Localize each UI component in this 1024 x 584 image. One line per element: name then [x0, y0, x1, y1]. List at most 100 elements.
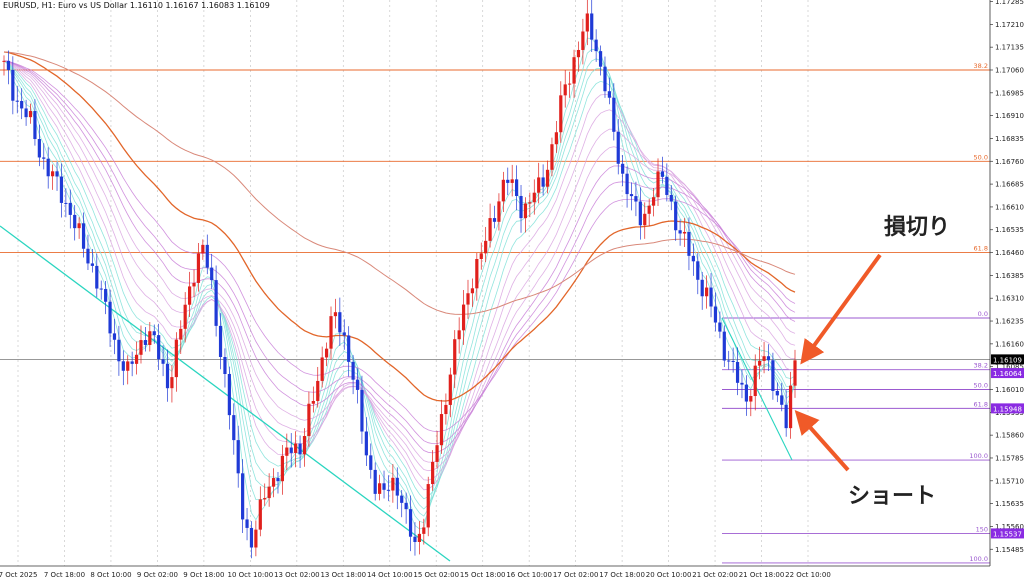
- candle-body: [691, 255, 695, 262]
- candle-body: [461, 304, 466, 331]
- price-tick-label: 1.15785: [995, 454, 1024, 462]
- candle-body: [289, 447, 293, 453]
- candle-body: [762, 356, 766, 361]
- candle-body: [426, 484, 430, 528]
- candle-body: [24, 108, 28, 118]
- stop-loss-arrow: [800, 253, 882, 365]
- candle-body: [515, 179, 519, 196]
- candle-body: [285, 447, 289, 456]
- candle-body: [316, 380, 320, 401]
- candle-body: [722, 331, 726, 361]
- candle-body: [165, 363, 170, 389]
- slow-ma-line: [3, 51, 796, 402]
- candle-body: [572, 57, 576, 84]
- ema-line: [3, 60, 796, 463]
- price-tick-label: 1.16985: [995, 89, 1024, 97]
- candle-body: [276, 478, 280, 482]
- time-tick-label: 21 Oct 18:00: [739, 571, 785, 579]
- price-tick-label: 1.16385: [995, 272, 1024, 280]
- short-label: ショート: [848, 484, 937, 509]
- candle-body: [210, 267, 214, 281]
- price-tick-label: 1.16910: [995, 112, 1024, 120]
- price-tag: [991, 368, 1024, 379]
- candle-body: [559, 95, 563, 133]
- candle-body: [373, 469, 377, 494]
- candle-body: [492, 218, 497, 222]
- candle-body: [355, 379, 360, 390]
- candle-body: [510, 179, 514, 183]
- fib-level-label: 50.0: [974, 153, 988, 161]
- price-tick-label: 1.15560: [995, 523, 1024, 531]
- price-tick-label: 1.16010: [995, 386, 1024, 394]
- annotation-arrows: [794, 253, 882, 472]
- stop-loss-label: 損切り: [884, 215, 951, 240]
- candle-body: [55, 171, 59, 177]
- candle-body: [46, 158, 50, 177]
- candle-body: [735, 361, 740, 383]
- candle-body: [784, 404, 788, 429]
- candle-body: [157, 335, 161, 360]
- candle-body: [621, 163, 625, 174]
- candle-body: [139, 340, 143, 355]
- candle-body: [568, 83, 572, 85]
- candle-body: [6, 60, 11, 70]
- current-price-tag: [991, 354, 1024, 365]
- time-tick-label: 9 Oct 18:00: [183, 571, 224, 579]
- price-tick-label: 1.16535: [995, 226, 1024, 234]
- price-tick-label: 1.15635: [995, 500, 1024, 508]
- candle-body: [470, 288, 475, 294]
- candle-body: [227, 374, 231, 416]
- candle-body: [519, 195, 523, 219]
- candle-body: [196, 253, 201, 283]
- time-tick-label: 13 Oct 18:00: [320, 571, 366, 579]
- candle-body: [179, 328, 183, 340]
- time-tick-label: 16 Oct 10:00: [506, 571, 552, 579]
- candle-body: [771, 360, 775, 391]
- price-tick-label: 1.15860: [995, 432, 1024, 440]
- candle-body: [598, 51, 603, 67]
- candle-body: [183, 304, 187, 329]
- candle-body: [126, 361, 130, 371]
- candle-body: [223, 356, 227, 375]
- candle-body: [324, 348, 329, 358]
- candle-body: [59, 176, 64, 203]
- time-tick-label: 13 Oct 02:00: [274, 571, 320, 579]
- candle-body: [351, 361, 355, 380]
- candle-body: [532, 192, 536, 203]
- candle-body: [108, 301, 112, 334]
- time-tick-label: 7 Oct 2025: [0, 571, 37, 579]
- slow-ma-line: [3, 51, 796, 315]
- candle-body: [674, 201, 678, 231]
- time-tick-label: 10 Oct 10:00: [228, 571, 274, 579]
- candle-body: [616, 131, 620, 164]
- candle-body: [174, 339, 178, 378]
- candle-body: [42, 157, 46, 159]
- time-tick-label: 15 Oct 02:00: [413, 571, 459, 579]
- candle-body: [594, 39, 598, 52]
- time-tick-label: 17 Oct 18:00: [599, 571, 645, 579]
- candle-body: [249, 527, 254, 548]
- candle-body: [788, 385, 793, 429]
- candle-body: [391, 477, 395, 491]
- ema-line: [3, 60, 796, 500]
- candle-body: [687, 231, 691, 256]
- candle-body: [545, 169, 550, 187]
- candle-body: [68, 202, 72, 215]
- time-tick-label: 22 Oct 10:00: [785, 571, 831, 579]
- price-tag-label: 1.15537: [993, 530, 1022, 538]
- candle-body: [444, 404, 448, 415]
- candle-body: [705, 287, 709, 297]
- candle-body: [73, 214, 77, 229]
- candle-body: [656, 171, 660, 198]
- price-tick-label: 1.17135: [995, 44, 1024, 52]
- candle-body: [758, 360, 762, 366]
- candle-body: [311, 400, 315, 404]
- candle-body: [298, 443, 302, 455]
- candle-body: [187, 286, 192, 305]
- candle-body: [439, 414, 444, 446]
- candle-body: [267, 486, 271, 499]
- price-tag-label: 1.15948: [993, 405, 1022, 413]
- chart-title: EURUSD, H1: Euro vs US Dollar 1.16110 1.…: [3, 1, 270, 10]
